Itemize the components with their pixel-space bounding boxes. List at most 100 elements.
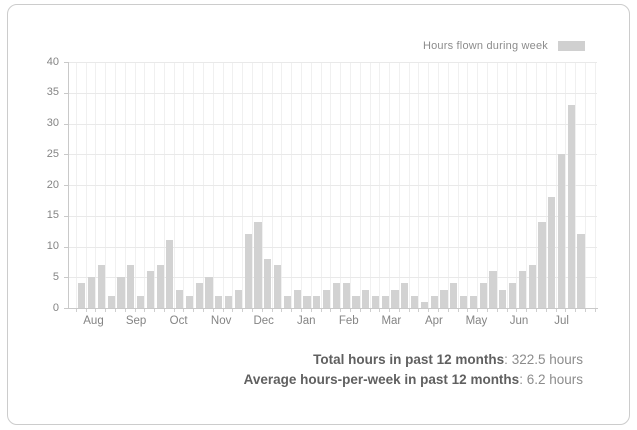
x-axis-tick [545, 309, 547, 312]
month-label: Feb [338, 315, 359, 327]
y-axis-tick [64, 185, 68, 186]
y-tick-label: 15 [46, 209, 59, 222]
month-label: May [465, 315, 488, 327]
weekly-hours-bar [127, 264, 135, 308]
weekly-hours-bar [293, 289, 301, 308]
y-axis-tick [64, 123, 68, 125]
x-axis-tick [506, 309, 508, 312]
weekly-hours-bar [303, 295, 311, 308]
y-tick-label: 5 [52, 270, 59, 283]
weekly-hours-bar [518, 271, 526, 308]
x-axis-tick [340, 309, 342, 312]
x-axis-tick [134, 309, 136, 312]
y-gridline [69, 92, 597, 94]
x-axis-tick [261, 309, 263, 312]
summary-total-line: Total hours in past 12 months: 322.5 hou… [244, 350, 583, 370]
x-axis-tick [526, 309, 528, 312]
x-axis-tick [457, 309, 459, 312]
month-label: Apr [424, 315, 443, 327]
x-axis-tick [252, 309, 254, 312]
weekly-hours-bar [489, 271, 497, 308]
y-gridline [69, 246, 597, 248]
x-axis-tick [359, 309, 361, 312]
legend-label: Hours flown during week [422, 40, 548, 52]
weekly-hours-bar [283, 295, 291, 308]
x-axis-tick [349, 309, 351, 312]
weekly-hours-bar [185, 295, 194, 308]
x-axis-tick [389, 309, 391, 312]
weekly-hours-bar [460, 295, 468, 308]
y-axis-tick [64, 92, 68, 94]
x-axis-tick [114, 309, 116, 312]
x-axis-tick [154, 309, 156, 312]
x-axis-tick [535, 309, 537, 312]
x-axis-tick [496, 309, 498, 312]
y-tick-label: 35 [46, 86, 59, 99]
summary-average-value: 6.2 hours [526, 371, 583, 387]
weekly-hours-bar [156, 264, 164, 308]
weekly-hours-bar [499, 289, 507, 308]
x-axis-tick [163, 309, 165, 312]
x-axis-tick [144, 309, 146, 312]
weekly-hours-bar [440, 289, 448, 308]
weekly-hours-bar [332, 283, 340, 308]
x-axis-tick [281, 309, 283, 312]
x-axis-tick [516, 309, 518, 312]
month-label: Mar [381, 315, 402, 327]
y-gridline [69, 123, 597, 125]
x-axis-tick [575, 309, 577, 312]
x-axis-tick [565, 309, 567, 312]
y-axis-tick [64, 62, 68, 63]
x-axis-tick [428, 309, 430, 312]
x-axis-tick [212, 309, 214, 312]
x-axis-tick [291, 309, 293, 312]
x-axis-tick [467, 309, 469, 312]
month-label: Dec [253, 315, 274, 327]
x-axis-tick [183, 309, 185, 312]
x-axis-tick [330, 309, 332, 312]
x-axis-tick [438, 309, 440, 312]
x-axis-tick [271, 309, 273, 312]
weekly-hours-bar [469, 295, 477, 308]
x-axis-tick [124, 309, 126, 312]
weekly-hours-bar [548, 197, 556, 308]
weekly-hours-bar [215, 295, 223, 308]
x-axis-tick [320, 309, 322, 312]
weekly-hours-bar [567, 105, 575, 308]
month-label: Nov [210, 315, 232, 327]
summary-average-separator: : [519, 371, 527, 387]
weekly-hours-bar [225, 295, 233, 308]
weekly-hours-bar [401, 283, 409, 308]
month-label: Jun [509, 315, 529, 327]
x-axis-tick [300, 309, 302, 312]
x-axis-tick [232, 309, 234, 312]
weekly-hours-bar [479, 283, 487, 308]
weekly-hours-bar [557, 154, 566, 308]
weekly-hours-bar [528, 264, 536, 308]
month-label: Oct [169, 315, 188, 327]
y-tick-label: 10 [46, 240, 59, 252]
x-axis-tick [193, 309, 195, 312]
x-axis-tick [75, 309, 77, 312]
x-axis-tick [173, 309, 175, 312]
summary-average-label: Average hours-per-week in past 12 months [243, 371, 520, 387]
weekly-hours-bar [136, 295, 145, 308]
summary-average-line: Average hours-per-week in past 12 months… [244, 370, 583, 390]
weekly-hours-bar [508, 283, 517, 308]
weekly-hours-bar [420, 301, 429, 308]
x-axis-tick [310, 309, 312, 312]
y-tick-label: 30 [46, 117, 59, 129]
y-axis-tick [64, 154, 68, 156]
y-tick-label: 40 [46, 55, 59, 68]
weekly-hours-bar [117, 277, 125, 308]
x-axis-tick [369, 309, 371, 312]
weekly-hours-bar [342, 283, 350, 308]
y-gridline [69, 62, 597, 63]
weekly-hours-bar [371, 295, 380, 308]
weekly-hours-bar [381, 295, 389, 308]
y-axis-tick [64, 308, 68, 309]
weekly-hours-bar [107, 295, 115, 308]
weekly-hours-bar [166, 240, 174, 308]
legend-swatch [558, 41, 585, 51]
